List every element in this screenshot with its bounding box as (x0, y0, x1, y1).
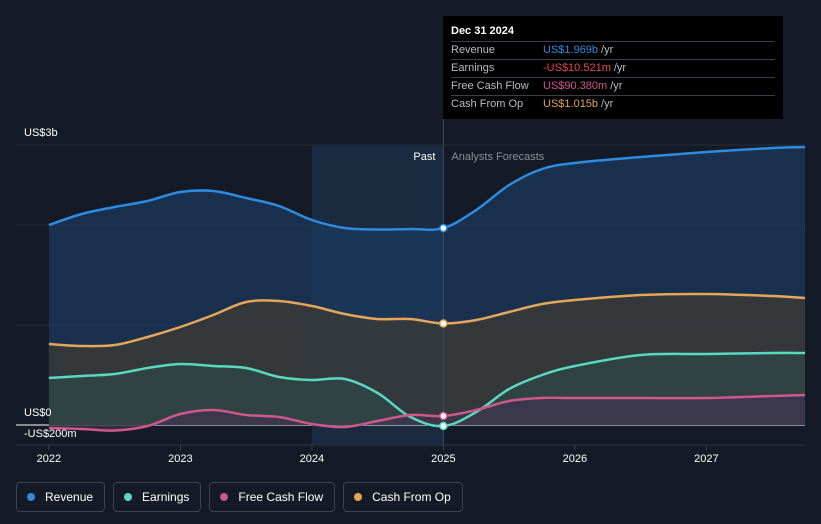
y-axis-label: US$3b (24, 127, 58, 139)
legend-label: Revenue (45, 490, 94, 504)
series-lines (48, 145, 806, 432)
x-tick-label: 2023 (168, 453, 192, 465)
y-axis-label: US$0 (24, 407, 52, 419)
earnings-dot-icon (124, 493, 133, 501)
tooltip-value: -US$10.521m (543, 62, 611, 74)
x-axis-ticks: 2022 2023 2024 2025 2026 2027 (37, 445, 719, 465)
tooltip-row: Earnings -US$10.521m /yr (451, 59, 775, 77)
tooltip-value: US$90.380m (543, 80, 608, 92)
free-cash-flow-marker (439, 411, 448, 421)
legend-label: Cash From Op (372, 490, 451, 504)
tooltip-date: Dec 31 2024 (451, 25, 514, 37)
x-tick-label: 2025 (431, 453, 455, 465)
tooltip-label: Free Cash Flow (451, 80, 529, 92)
cash-from-op-marker (439, 319, 448, 328)
tooltip: Dec 31 2024 Revenue US$1.969b /yr Earnin… (443, 16, 783, 119)
legend-item-free-cash-flow[interactable]: Free Cash Flow (209, 482, 336, 512)
legend-label: Free Cash Flow (238, 490, 324, 504)
revenue-line (48, 145, 806, 231)
x-tick-label: 2022 (37, 453, 61, 465)
cash-from-op-line (48, 292, 806, 348)
legend-label: Earnings (142, 490, 190, 504)
tooltip-value: US$1.015b (543, 98, 599, 110)
tooltip-row: Revenue US$1.969b /yr (451, 41, 775, 59)
free-cash-flow-area (48, 395, 805, 431)
tooltip-label: Revenue (451, 44, 496, 56)
analysts-forecasts-label: Analysts Forecasts (451, 151, 544, 163)
tooltip-row: Cash From Op US$1.015b /yr (451, 95, 775, 113)
current-value-markers (439, 223, 448, 431)
tooltip-value: US$1.969b (543, 44, 599, 56)
tooltip-unit: /yr (613, 62, 627, 74)
legend-item-revenue[interactable]: Revenue (16, 482, 106, 512)
legend: Revenue Earnings Free Cash Flow Cash Fro… (16, 482, 463, 512)
revenue-dot-icon (27, 493, 35, 501)
tooltip-label: Earnings (451, 62, 495, 74)
revenue-marker (439, 223, 448, 233)
y-axis-label: -US$200m (24, 428, 77, 440)
tooltip-unit: /yr (601, 98, 614, 110)
cash-from-op-dot-icon (354, 493, 363, 501)
past-label: Past (413, 151, 435, 163)
earnings-line (48, 351, 806, 428)
x-tick-label: 2026 (563, 453, 587, 465)
series-areas (48, 147, 805, 431)
x-tick-label: 2027 (694, 453, 718, 465)
x-tick-label: 2024 (300, 453, 324, 465)
earnings-marker (439, 421, 448, 431)
tooltip-label: Cash From Op (451, 98, 524, 110)
legend-item-earnings[interactable]: Earnings (113, 482, 202, 512)
tooltip-unit: /yr (601, 44, 614, 56)
free-cash-flow-dot-icon (220, 493, 229, 501)
free-cash-flow-line (48, 393, 806, 432)
y-axis-labels: US$3b US$0 -US$200m (24, 127, 77, 440)
tooltip-row: Free Cash Flow US$90.380m /yr (451, 77, 775, 95)
tooltip-unit: /yr (610, 80, 623, 92)
legend-item-cash-from-op[interactable]: Cash From Op (343, 482, 463, 512)
